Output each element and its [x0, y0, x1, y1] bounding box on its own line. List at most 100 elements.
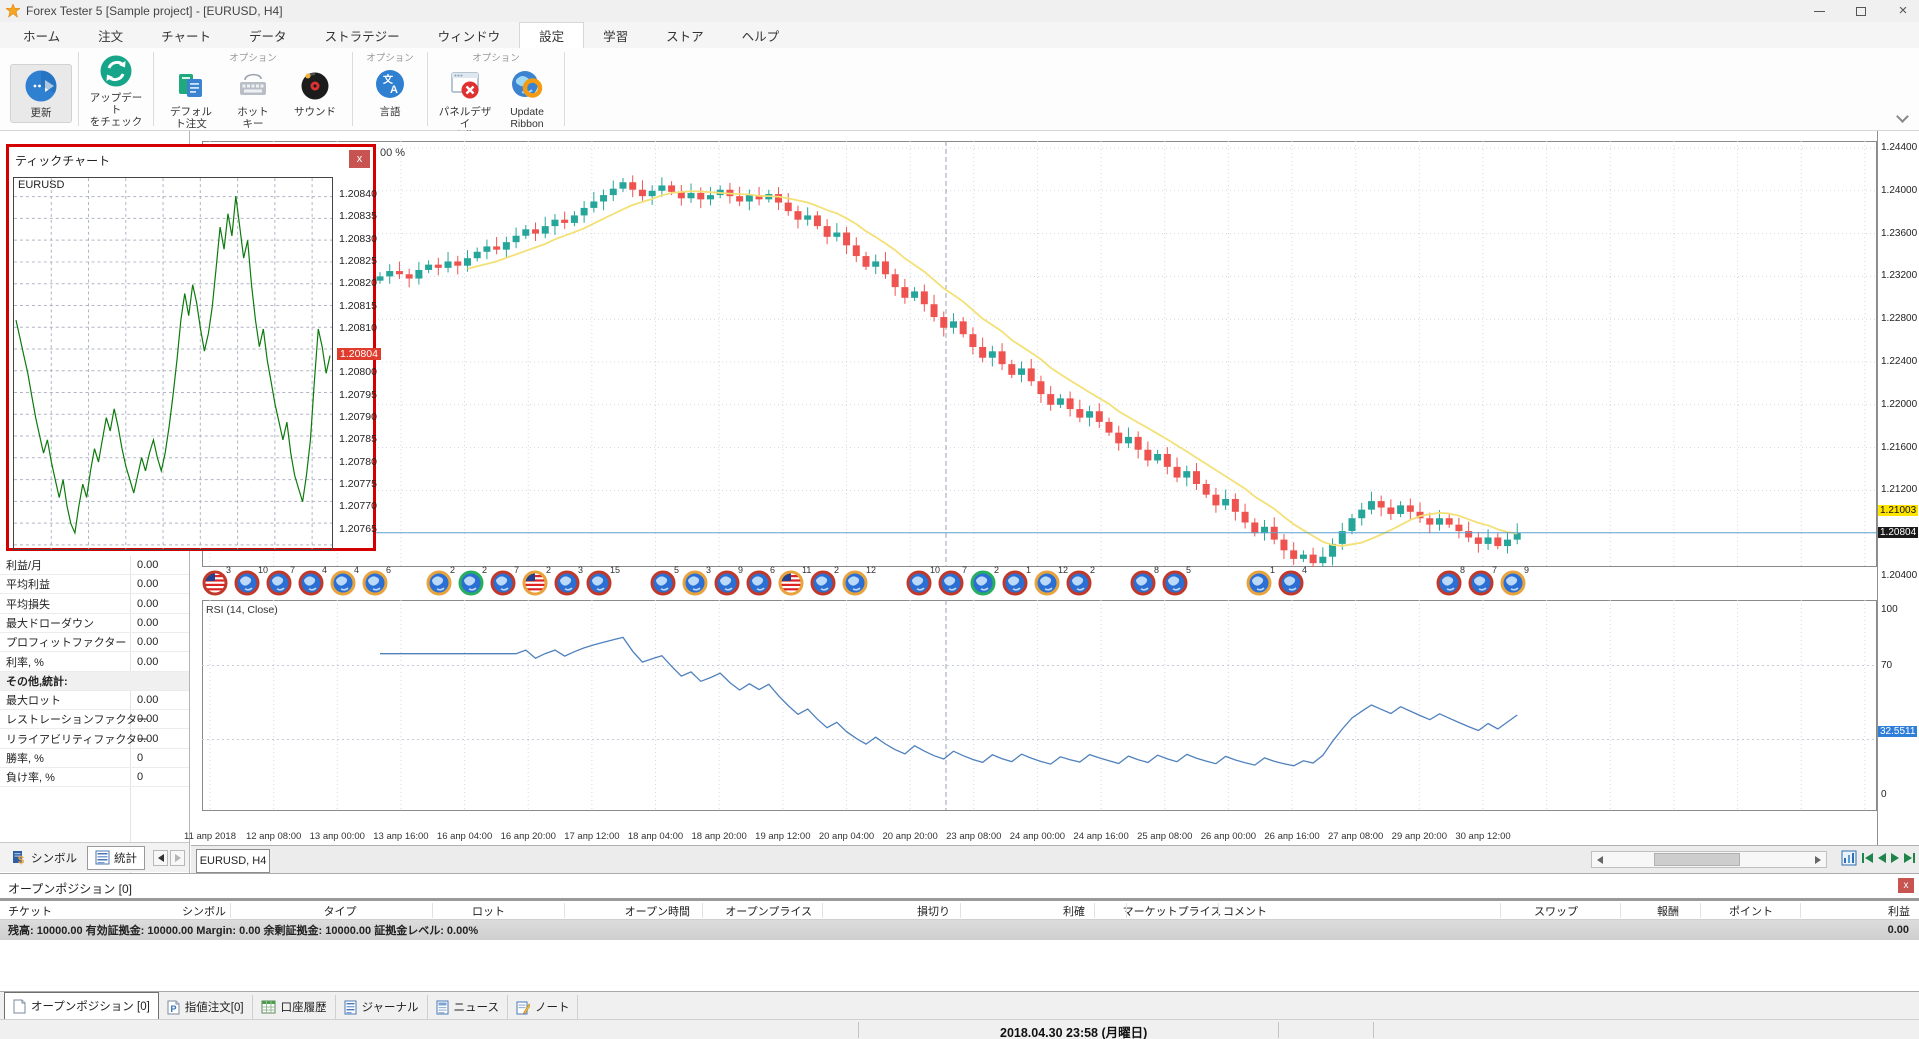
minimize-button[interactable] [1811, 3, 1827, 19]
scroll-right-icon[interactable] [1810, 852, 1826, 867]
time-axis-label: 16 апр 04:00 [436, 831, 493, 842]
menu-item-6[interactable]: 設定 [519, 22, 585, 48]
news-event-icon-eu[interactable] [426, 570, 452, 596]
news-event-icon-eu[interactable] [458, 570, 484, 596]
tick-window-close-icon[interactable]: x [349, 150, 370, 168]
news-event-icon-eu[interactable] [1278, 570, 1304, 596]
news-event-icon-eu[interactable] [234, 570, 260, 596]
menu-item-5[interactable]: ウィンドウ [437, 29, 501, 44]
news-event-icon-eu[interactable] [810, 570, 836, 596]
positions-icon [13, 999, 26, 1014]
news-event-icon-eu[interactable] [714, 570, 740, 596]
ribbon-button-check-updates[interactable]: アップデート をチェック [85, 50, 147, 131]
menu-item-4[interactable]: ストラテジー [324, 29, 400, 44]
menu-item-2[interactable]: チャート [161, 29, 212, 44]
news-event-icon-eu[interactable] [938, 570, 964, 596]
news-event-icon-eu[interactable] [970, 570, 996, 596]
news-event-icon-eu[interactable] [362, 570, 388, 596]
bottom-tab-positions[interactable]: オープンポジション [0] [4, 992, 159, 1019]
news-event-icon-eu[interactable] [554, 570, 580, 596]
menu-item-3[interactable]: データ [249, 29, 287, 44]
bottom-tab-notes[interactable]: ノート [508, 995, 579, 1019]
stats-tab-scroll-right[interactable] [170, 849, 185, 866]
stats-tab-scroll-left[interactable] [153, 849, 168, 866]
news-event-icon-eu[interactable] [330, 570, 356, 596]
positions-column-header[interactable]: シンボル [182, 906, 226, 918]
ribbon-button-update-ribbon[interactable]: Update Ribbon [496, 64, 558, 133]
go-first-icon[interactable] [1862, 853, 1873, 863]
menu-item-9[interactable]: ヘルプ [741, 29, 780, 44]
news-event-icon-eu[interactable] [906, 570, 932, 596]
positions-column-header[interactable]: コメント [1223, 906, 1267, 918]
stats-tab-symbols[interactable]: $ シンボル [4, 846, 85, 870]
step-back-icon[interactable] [1878, 853, 1886, 863]
close-button[interactable]: × [1898, 2, 1908, 19]
news-event-icon-us[interactable] [522, 570, 548, 596]
maximize-button[interactable] [1853, 3, 1869, 19]
ribbon-button-default-order[interactable]: デフォル ト注文 [160, 64, 222, 133]
menu-item-0[interactable]: ホーム [23, 29, 61, 44]
news-event-icon-us[interactable] [778, 570, 804, 596]
ribbon-button-language[interactable]: 文 A 言語 [359, 64, 421, 121]
news-event-count: 3 [226, 565, 232, 575]
chart-tab-eurusd-h4[interactable]: EURUSD, H4 [196, 849, 270, 873]
news-event-icon-eu[interactable] [1436, 570, 1462, 596]
main-chart-area[interactable]: 3 10 7 4 4 6 2 2 7 2 3 15 5 3 9 6 11 2 12 10 7 2 1 12 2 8 5 1 4 8 7 9 R… [184, 131, 1877, 845]
positions-column-header[interactable]: オープン時間 [624, 906, 690, 918]
news-event-icon-eu[interactable] [490, 570, 516, 596]
default-order-icon [173, 67, 209, 103]
news-event-icon-eu[interactable] [1162, 570, 1188, 596]
bid-price-badge: 1.20804 [1878, 526, 1919, 538]
stats-tab-label: 統計 [114, 852, 137, 865]
menu-bar: ホーム 注文 チャート データ ストラテジー ウィンドウ 設定 学習 ストア ヘルプ [0, 22, 1919, 48]
scroll-left-icon[interactable] [1592, 852, 1608, 867]
positions-column-header[interactable]: オープンプライス [725, 906, 812, 918]
news-event-icon-eu[interactable] [1500, 570, 1526, 596]
stats-tab-statistics[interactable]: 統計 [87, 845, 145, 870]
news-event-icon-eu[interactable] [1468, 570, 1494, 596]
news-event-icon-eu[interactable] [746, 570, 772, 596]
news-event-icon-eu[interactable] [1246, 570, 1272, 596]
positions-column-header[interactable]: タイプ [323, 906, 357, 918]
go-last-icon[interactable] [1904, 853, 1915, 863]
bottom-tab-news[interactable]: ニュース [428, 995, 508, 1019]
positions-column-header[interactable]: 利益 [1888, 906, 1910, 918]
menu-item-8[interactable]: ストア [666, 29, 704, 44]
news-event-icon-eu[interactable] [842, 570, 868, 596]
positions-column-header[interactable]: スワップ [1534, 906, 1578, 918]
stat-label: 負け率, % [6, 772, 55, 785]
auto-scroll-chart-icon[interactable] [1841, 850, 1857, 866]
positions-column-header[interactable]: 報酬 [1657, 906, 1679, 918]
news-event-icon-eu[interactable] [586, 570, 612, 596]
news-event-icon-eu[interactable] [1066, 570, 1092, 596]
positions-column-header[interactable]: 損切り [917, 906, 950, 918]
time-axis-label: 30 апр 12:00 [1455, 831, 1511, 842]
bottom-tab-account-history[interactable]: 口座履歴 [253, 995, 336, 1019]
positions-column-header[interactable]: チケット [8, 906, 52, 918]
positions-column-header[interactable]: ポイント [1729, 906, 1773, 918]
news-event-icon-us[interactable] [202, 570, 228, 596]
news-event-icon-eu[interactable] [682, 570, 708, 596]
positions-panel-close-icon[interactable]: x [1898, 878, 1914, 893]
news-event-icon-eu[interactable] [1002, 570, 1028, 596]
news-event-icon-eu[interactable] [298, 570, 324, 596]
menu-item-1[interactable]: 注文 [98, 29, 124, 44]
bottom-tab-journal[interactable]: ジャーナル [336, 995, 428, 1019]
ribbon-button-hotkeys[interactable]: ホット キー [222, 64, 284, 133]
stats-column-divider [130, 556, 131, 916]
positions-column-header[interactable]: 利確 [1063, 906, 1085, 918]
bottom-tab-pending-orders[interactable]: P 指値注文[0] [159, 995, 253, 1019]
news-event-icon-eu[interactable] [1130, 570, 1156, 596]
step-forward-icon[interactable] [1891, 853, 1899, 863]
menu-item-7[interactable]: 学習 [603, 29, 629, 44]
tick-chart-window[interactable]: ティックチャート x EURUSD 1.20840 1.20835 1.20830 1… [6, 144, 381, 551]
positions-column-header[interactable]: ロット [472, 906, 505, 918]
ribbon-button-play[interactable]: 更新 [10, 64, 72, 123]
news-event-icon-eu[interactable] [1034, 570, 1060, 596]
chart-horizontal-scrollbar[interactable] [1591, 851, 1827, 868]
ribbon-button-sound[interactable]: サウンド [284, 64, 346, 121]
news-event-icon-eu[interactable] [650, 570, 676, 596]
scrollbar-thumb[interactable] [1654, 853, 1740, 866]
news-event-icon-eu[interactable] [266, 570, 292, 596]
positions-column-header[interactable]: マーケットプライス [1122, 906, 1222, 918]
